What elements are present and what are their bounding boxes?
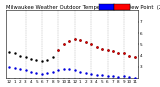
Text: Milwaukee Weather Outdoor Temperature  vs Dew Point  (24 Hours): Milwaukee Weather Outdoor Temperature vs… [6,5,160,10]
